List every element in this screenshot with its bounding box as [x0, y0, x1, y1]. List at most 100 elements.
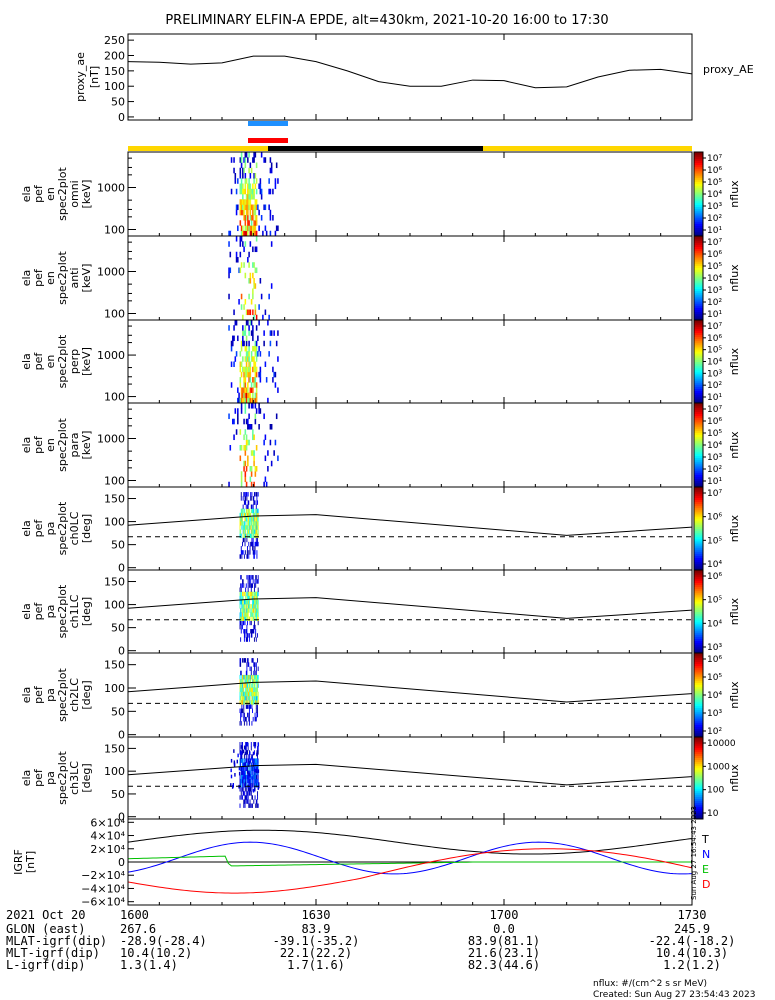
pa-cell — [255, 595, 257, 601]
pa-cell — [246, 758, 248, 763]
colorbar-cell — [694, 599, 703, 602]
spec-cell — [240, 471, 243, 477]
pa-cell — [239, 554, 241, 559]
colorbar-cell — [694, 373, 703, 377]
pa-cell — [257, 587, 259, 592]
ylabel-5-5: [deg] — [80, 514, 93, 543]
ylabel-4-5: [keV] — [80, 431, 93, 460]
colorbar-cell — [694, 212, 703, 216]
pa-cell — [246, 704, 248, 709]
pa-cell — [245, 629, 247, 634]
pa-cell — [253, 695, 255, 701]
colorbar-cell — [694, 181, 703, 184]
pa-cell — [243, 583, 245, 588]
pa-cell — [238, 771, 241, 776]
pa-cell — [247, 679, 248, 684]
pa-cell — [253, 529, 255, 534]
pa-cell — [242, 612, 243, 617]
pa-cell — [256, 496, 258, 501]
pa-cell — [257, 783, 259, 788]
spec-cell — [248, 366, 250, 373]
pa-cell — [257, 492, 259, 497]
pa-cell — [257, 508, 259, 514]
created-note: Created: Sun Aug 27 23:54:43 2023 — [593, 990, 755, 1000]
colorbar-cell — [694, 545, 703, 548]
colorbar-cell — [694, 411, 703, 414]
pa-cell — [246, 624, 248, 630]
pa-cell — [246, 662, 248, 667]
pa-cell — [243, 637, 245, 642]
spec-cell — [254, 377, 257, 383]
pa-cell — [244, 803, 246, 808]
pa-cell — [245, 695, 247, 701]
colorbar-cell — [694, 200, 703, 203]
spec-cell — [244, 382, 247, 388]
footer-value-4-3: 1.2(1.2) — [663, 958, 721, 972]
pa-cell — [245, 516, 247, 522]
ylabel-5-4: ch0LC — [68, 511, 81, 545]
spec-cell — [249, 199, 252, 205]
footer-value-2-1: -39.1(-35.2) — [273, 934, 360, 948]
spec-cell — [240, 361, 243, 367]
pa-cell — [243, 766, 245, 772]
pa-cell — [242, 674, 244, 680]
pa-cell — [250, 529, 252, 534]
pa-cell — [254, 758, 256, 763]
colorbar-cell — [694, 767, 703, 771]
colorbar-cell — [694, 367, 703, 371]
pa-cell — [247, 799, 248, 804]
colorbar-tick-label: 10⁴ — [707, 691, 722, 701]
spec-cell — [253, 366, 255, 373]
colorbar-cell — [694, 520, 703, 523]
spec-cell — [248, 293, 250, 300]
colorbar-cell — [694, 522, 703, 525]
spec-cell — [263, 204, 265, 211]
pa-cell — [253, 546, 255, 551]
spec-cell — [235, 257, 238, 263]
pa-cell — [245, 612, 247, 617]
spec-cell — [243, 304, 245, 310]
pa-cell — [251, 633, 253, 638]
pa-cell — [251, 776, 253, 780]
spec-cell — [277, 356, 279, 362]
pa-cell — [244, 537, 246, 543]
colorbar-tick-label: 10² — [707, 727, 722, 737]
pa-cell — [248, 687, 250, 693]
spec-cell — [253, 356, 255, 362]
pa-cell — [242, 778, 244, 784]
pa-cell — [252, 758, 254, 763]
pa-cell — [242, 762, 244, 767]
pa-cell — [255, 541, 257, 547]
colorbar-cell — [694, 530, 703, 534]
colorbar-cell — [694, 503, 703, 507]
spec-cell — [272, 377, 274, 383]
pa-cell — [242, 537, 244, 543]
pa-cell — [255, 583, 257, 588]
pa-cell — [252, 599, 254, 605]
pa-cell — [248, 704, 250, 709]
pa-cell — [246, 670, 248, 676]
pa-cell — [252, 751, 255, 756]
pa-cell — [247, 591, 248, 597]
pa-cell — [253, 691, 255, 697]
colorbar-label: nflux — [728, 514, 741, 542]
pa-cell — [242, 516, 243, 522]
colorbar-cell — [694, 206, 703, 210]
pa-cell — [239, 595, 241, 601]
pa-cell — [252, 550, 254, 555]
pa-cell — [245, 758, 247, 763]
panel-frame-3 — [127, 319, 693, 404]
colorbar-cell — [694, 543, 703, 546]
spec-cell — [245, 209, 248, 216]
spec-cell — [252, 188, 254, 195]
pa-cell — [249, 700, 251, 705]
pa-cell — [240, 670, 242, 676]
pa-cell — [248, 599, 250, 605]
spec-cell — [249, 188, 252, 195]
pa-cell — [253, 679, 255, 684]
spec-cell — [245, 335, 248, 342]
spec-cell — [255, 246, 258, 253]
pa-cell — [240, 687, 242, 693]
pa-cell — [253, 525, 255, 530]
pa-cell — [257, 595, 259, 601]
